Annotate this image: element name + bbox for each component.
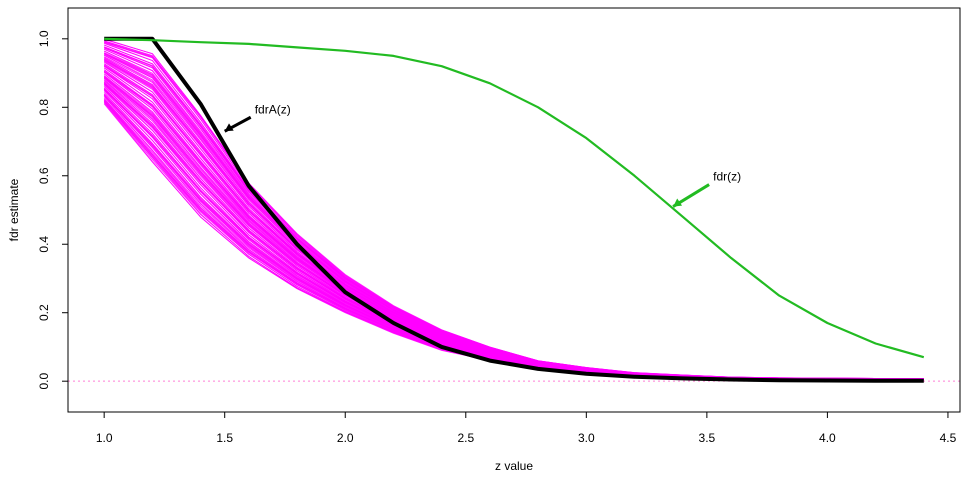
- annotation-arrowhead: [673, 198, 683, 207]
- series-lines: [104, 36, 925, 383]
- simulated-curves: [103, 38, 924, 381]
- simulated-curve: [103, 102, 924, 381]
- simulated-curve: [103, 96, 924, 381]
- simulated-curve: [103, 63, 924, 380]
- annotations: fdrA(z) fdr(z): [223, 102, 741, 208]
- y-tick-label: 0.2: [37, 304, 51, 321]
- y-axis: 0.0 0.2 0.4 0.6 0.8 1.0: [37, 30, 68, 390]
- simulated-curve: [104, 47, 924, 380]
- simulated-curve: [103, 58, 924, 380]
- y-tick-label: 0.6: [37, 167, 51, 184]
- simulated-curve: [103, 100, 924, 381]
- x-tick-label: 4.5: [940, 431, 957, 445]
- series-line-fdra-z-: [104, 36, 924, 383]
- simulated-curve: [103, 63, 924, 380]
- simulated-curve: [103, 100, 924, 381]
- simulated-curve: [103, 59, 924, 380]
- y-tick-label: 1.0: [37, 30, 51, 47]
- x-tick-label: 1.5: [216, 431, 233, 445]
- simulated-curve: [103, 59, 924, 380]
- y-axis-title: fdr estimate: [7, 178, 21, 241]
- simulated-curve: [104, 42, 924, 380]
- x-tick-label: 4.0: [819, 431, 836, 445]
- x-tick-label: 3.0: [578, 431, 595, 445]
- simulated-curve: [103, 92, 924, 381]
- simulated-curve: [103, 96, 924, 381]
- simulated-curve: [104, 47, 924, 380]
- simulated-curve: [103, 92, 924, 381]
- plot-frame: [67, 7, 961, 413]
- x-tick-label: 1.0: [96, 431, 113, 445]
- simulated-curve: [104, 47, 924, 380]
- x-tick-label: 2.5: [457, 431, 474, 445]
- x-tick-label: 3.5: [699, 431, 716, 445]
- annotation-label: fdr(z): [713, 170, 741, 184]
- simulated-curve: [104, 48, 924, 380]
- y-tick-label: 0.8: [37, 99, 51, 116]
- series-line-fdr-z-: [104, 37, 925, 359]
- y-tick-label: 0.0: [37, 373, 51, 390]
- x-axis: 1.0 1.5 2.0 2.5 3.0 3.5 4.0 4.5: [96, 412, 957, 445]
- simulated-curve: [103, 101, 924, 381]
- simulated-curve: [103, 102, 924, 381]
- x-tick-label: 2.0: [337, 431, 354, 445]
- simulated-curve: [104, 48, 924, 380]
- annotation-arrowhead: [224, 123, 234, 132]
- annotation-label: fdrA(z): [255, 102, 291, 116]
- x-axis-title: z value: [495, 459, 533, 473]
- y-tick-label: 0.4: [37, 236, 51, 253]
